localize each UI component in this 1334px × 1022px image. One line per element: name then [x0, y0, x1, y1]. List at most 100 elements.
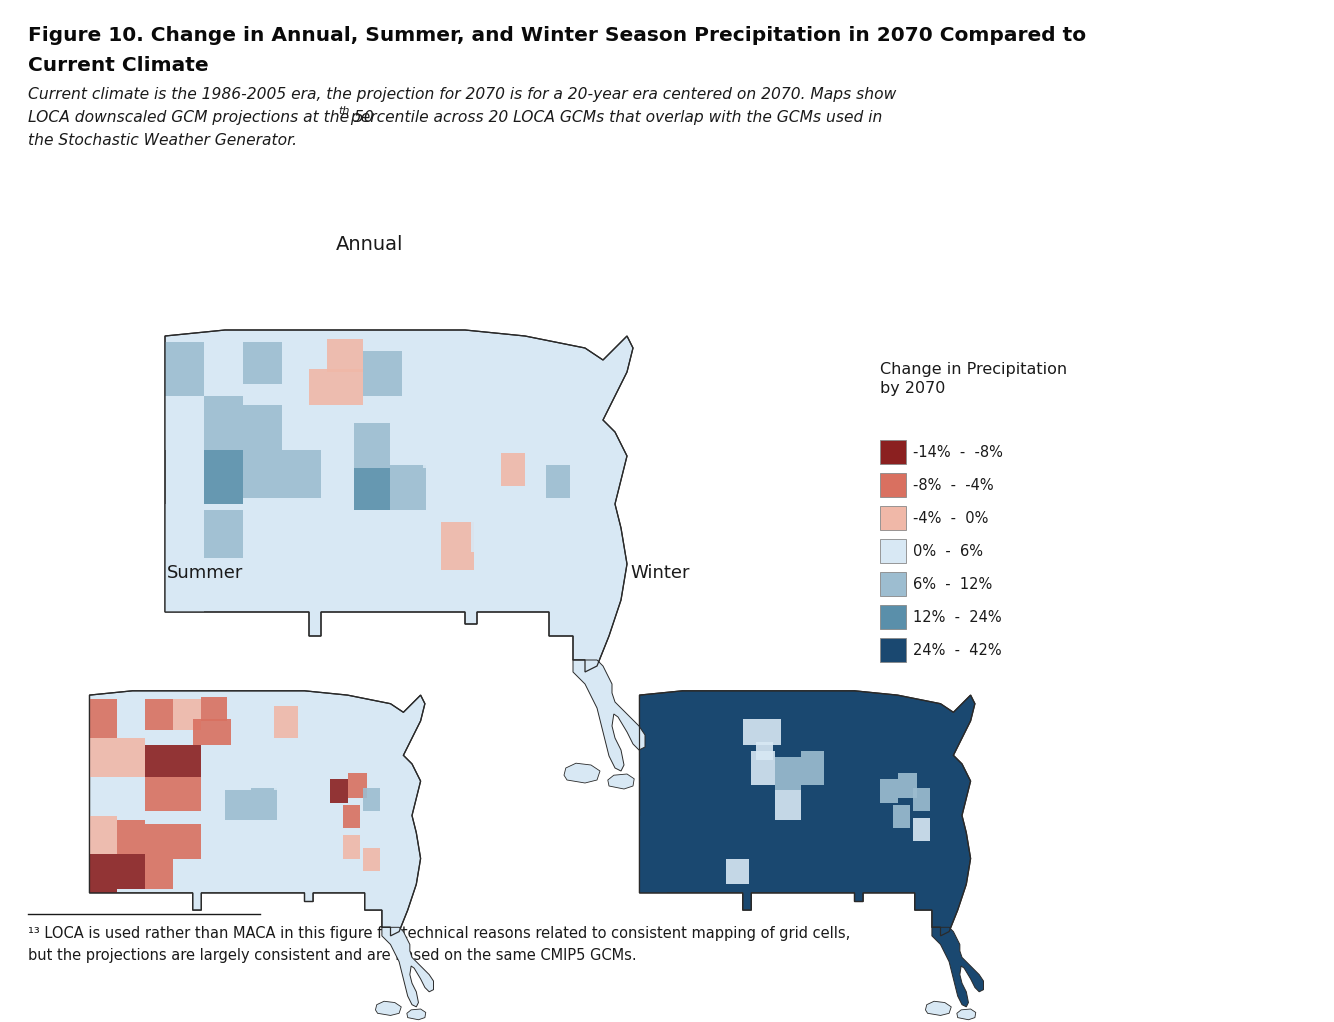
Text: Winter: Winter [630, 564, 690, 582]
Bar [243, 564, 281, 606]
Bar [639, 854, 667, 893]
Text: but the projections are largely consistent and are based on the same CMIP5 GCMs.: but the projections are largely consiste… [28, 948, 636, 963]
Text: Annual: Annual [336, 235, 404, 254]
Bar [880, 572, 906, 596]
Bar [192, 718, 231, 745]
Bar [751, 697, 778, 721]
Text: 0%  -  6%: 0% - 6% [912, 544, 983, 558]
Bar [639, 816, 667, 854]
Text: Current climate is the 1986-2005 era, the projection for 2070 is for a 20-year e: Current climate is the 1986-2005 era, th… [28, 87, 896, 102]
Bar [275, 706, 297, 738]
Bar [755, 742, 772, 759]
Bar [165, 504, 204, 558]
Bar [442, 351, 474, 396]
Bar [117, 777, 145, 816]
Bar [225, 790, 251, 820]
Bar [898, 773, 916, 798]
Bar [227, 824, 253, 858]
Bar [824, 751, 850, 790]
Bar [321, 726, 342, 751]
Text: Figure 10. Change in Annual, Summer, and Winter Season Precipitation in 2070 Com: Figure 10. Change in Annual, Summer, and… [28, 26, 1086, 45]
Bar [204, 824, 227, 858]
Bar [442, 522, 474, 570]
Bar [459, 414, 492, 468]
Bar [838, 706, 860, 738]
Bar [243, 516, 281, 564]
Bar [754, 824, 778, 858]
Bar [526, 444, 552, 480]
Text: Change in Precipitation
by 2070: Change in Precipitation by 2070 [880, 362, 1067, 397]
Bar [354, 423, 390, 468]
Text: -8%  -  -4%: -8% - -4% [912, 477, 994, 493]
Bar [281, 516, 321, 564]
Bar [89, 854, 117, 893]
Text: -4%  -  0%: -4% - 0% [912, 511, 988, 525]
Bar [803, 829, 827, 863]
Polygon shape [564, 763, 600, 783]
Bar [89, 738, 117, 777]
Bar [695, 745, 723, 777]
Bar [667, 854, 695, 888]
Text: ¹³ LOCA is used rather than MACA in this figure for technical reasons related to: ¹³ LOCA is used rather than MACA in this… [28, 926, 850, 941]
Bar [331, 779, 347, 802]
Bar [343, 835, 360, 858]
Bar [204, 510, 243, 558]
Bar [838, 829, 860, 863]
Bar [243, 450, 281, 498]
Bar [117, 820, 145, 854]
Bar [726, 858, 750, 884]
Bar [667, 777, 695, 816]
Bar [173, 777, 201, 811]
Bar [880, 638, 906, 662]
Bar [800, 788, 827, 820]
Bar [394, 522, 426, 570]
Bar [423, 414, 459, 468]
Bar [309, 369, 363, 405]
Polygon shape [639, 691, 975, 936]
Bar [912, 788, 930, 811]
Bar [165, 396, 204, 450]
Text: Current Climate: Current Climate [28, 56, 208, 75]
Text: th: th [338, 106, 350, 117]
Bar [89, 699, 117, 738]
Bar [275, 751, 300, 790]
Bar [225, 757, 251, 790]
Bar [782, 706, 810, 738]
Polygon shape [165, 330, 634, 672]
Bar [201, 751, 225, 785]
Text: 6%  -  12%: 6% - 12% [912, 576, 992, 592]
Bar [117, 854, 145, 888]
Bar [880, 440, 906, 464]
Bar [912, 818, 930, 841]
Polygon shape [926, 1002, 951, 1016]
Bar [281, 450, 321, 498]
Bar [363, 351, 402, 396]
Bar [89, 816, 117, 854]
Bar [639, 699, 667, 738]
Bar [145, 699, 173, 730]
Text: -14%  -  -8%: -14% - -8% [912, 445, 1003, 460]
Bar [667, 820, 695, 854]
Polygon shape [382, 927, 434, 1007]
Bar [695, 699, 723, 730]
Bar [300, 751, 324, 790]
Bar [358, 516, 394, 564]
Polygon shape [89, 691, 426, 936]
Polygon shape [932, 927, 983, 1007]
Bar [880, 605, 906, 629]
Text: percentile across 20 LOCA GCMs that overlap with the GCMs used in: percentile across 20 LOCA GCMs that over… [346, 110, 882, 125]
Bar [751, 751, 775, 785]
Bar [775, 757, 800, 790]
Bar [723, 699, 751, 730]
Bar [743, 718, 782, 745]
Bar [343, 804, 360, 829]
Bar [173, 699, 201, 730]
Bar [251, 788, 276, 820]
Bar [327, 339, 363, 372]
Bar [390, 465, 426, 510]
Bar [354, 468, 390, 510]
Bar [201, 697, 227, 721]
Polygon shape [574, 660, 646, 771]
Bar [204, 342, 243, 396]
Bar [117, 738, 145, 777]
